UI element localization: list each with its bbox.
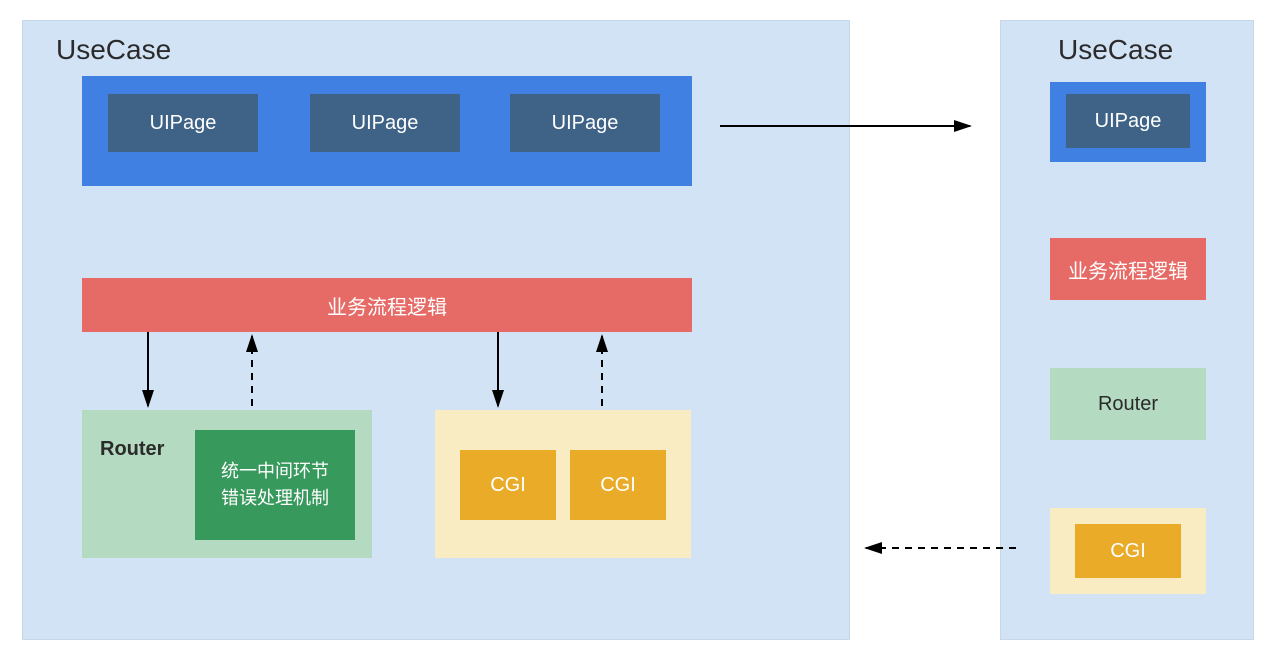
uipage-box-1: UIPage [108, 94, 258, 152]
logic-label: 业务流程逻辑 [327, 291, 447, 320]
router-inner-line1: 统一中间环节 [221, 461, 329, 481]
cgi-box-2: CGI [570, 450, 666, 520]
router-inner-box: 统一中间环节 错误处理机制 [195, 430, 355, 540]
router-inner-line2: 错误处理机制 [221, 488, 329, 508]
uipage-label: UIPage [552, 112, 619, 135]
cgi-label: CGI [1110, 540, 1146, 563]
right-logic-box: 业务流程逻辑 [1050, 238, 1206, 300]
uipage-label: UIPage [352, 112, 419, 135]
right-router-box: Router [1050, 368, 1206, 440]
cgi-label: CGI [600, 474, 636, 497]
right-panel-title: UseCase [1058, 34, 1173, 66]
logic-label: 业务流程逻辑 [1068, 255, 1188, 284]
logic-bar: 业务流程逻辑 [82, 278, 692, 332]
uipage-label: UIPage [1095, 110, 1162, 133]
router-label: Router [100, 438, 164, 461]
uipage-box-2: UIPage [310, 94, 460, 152]
cgi-label: CGI [490, 474, 526, 497]
right-uipage-inner: UIPage [1066, 94, 1190, 148]
uipage-label: UIPage [150, 112, 217, 135]
uipage-box-3: UIPage [510, 94, 660, 152]
left-panel-title: UseCase [56, 34, 171, 66]
router-label: Router [1098, 393, 1158, 416]
cgi-box-1: CGI [460, 450, 556, 520]
right-cgi-box: CGI [1075, 524, 1181, 578]
